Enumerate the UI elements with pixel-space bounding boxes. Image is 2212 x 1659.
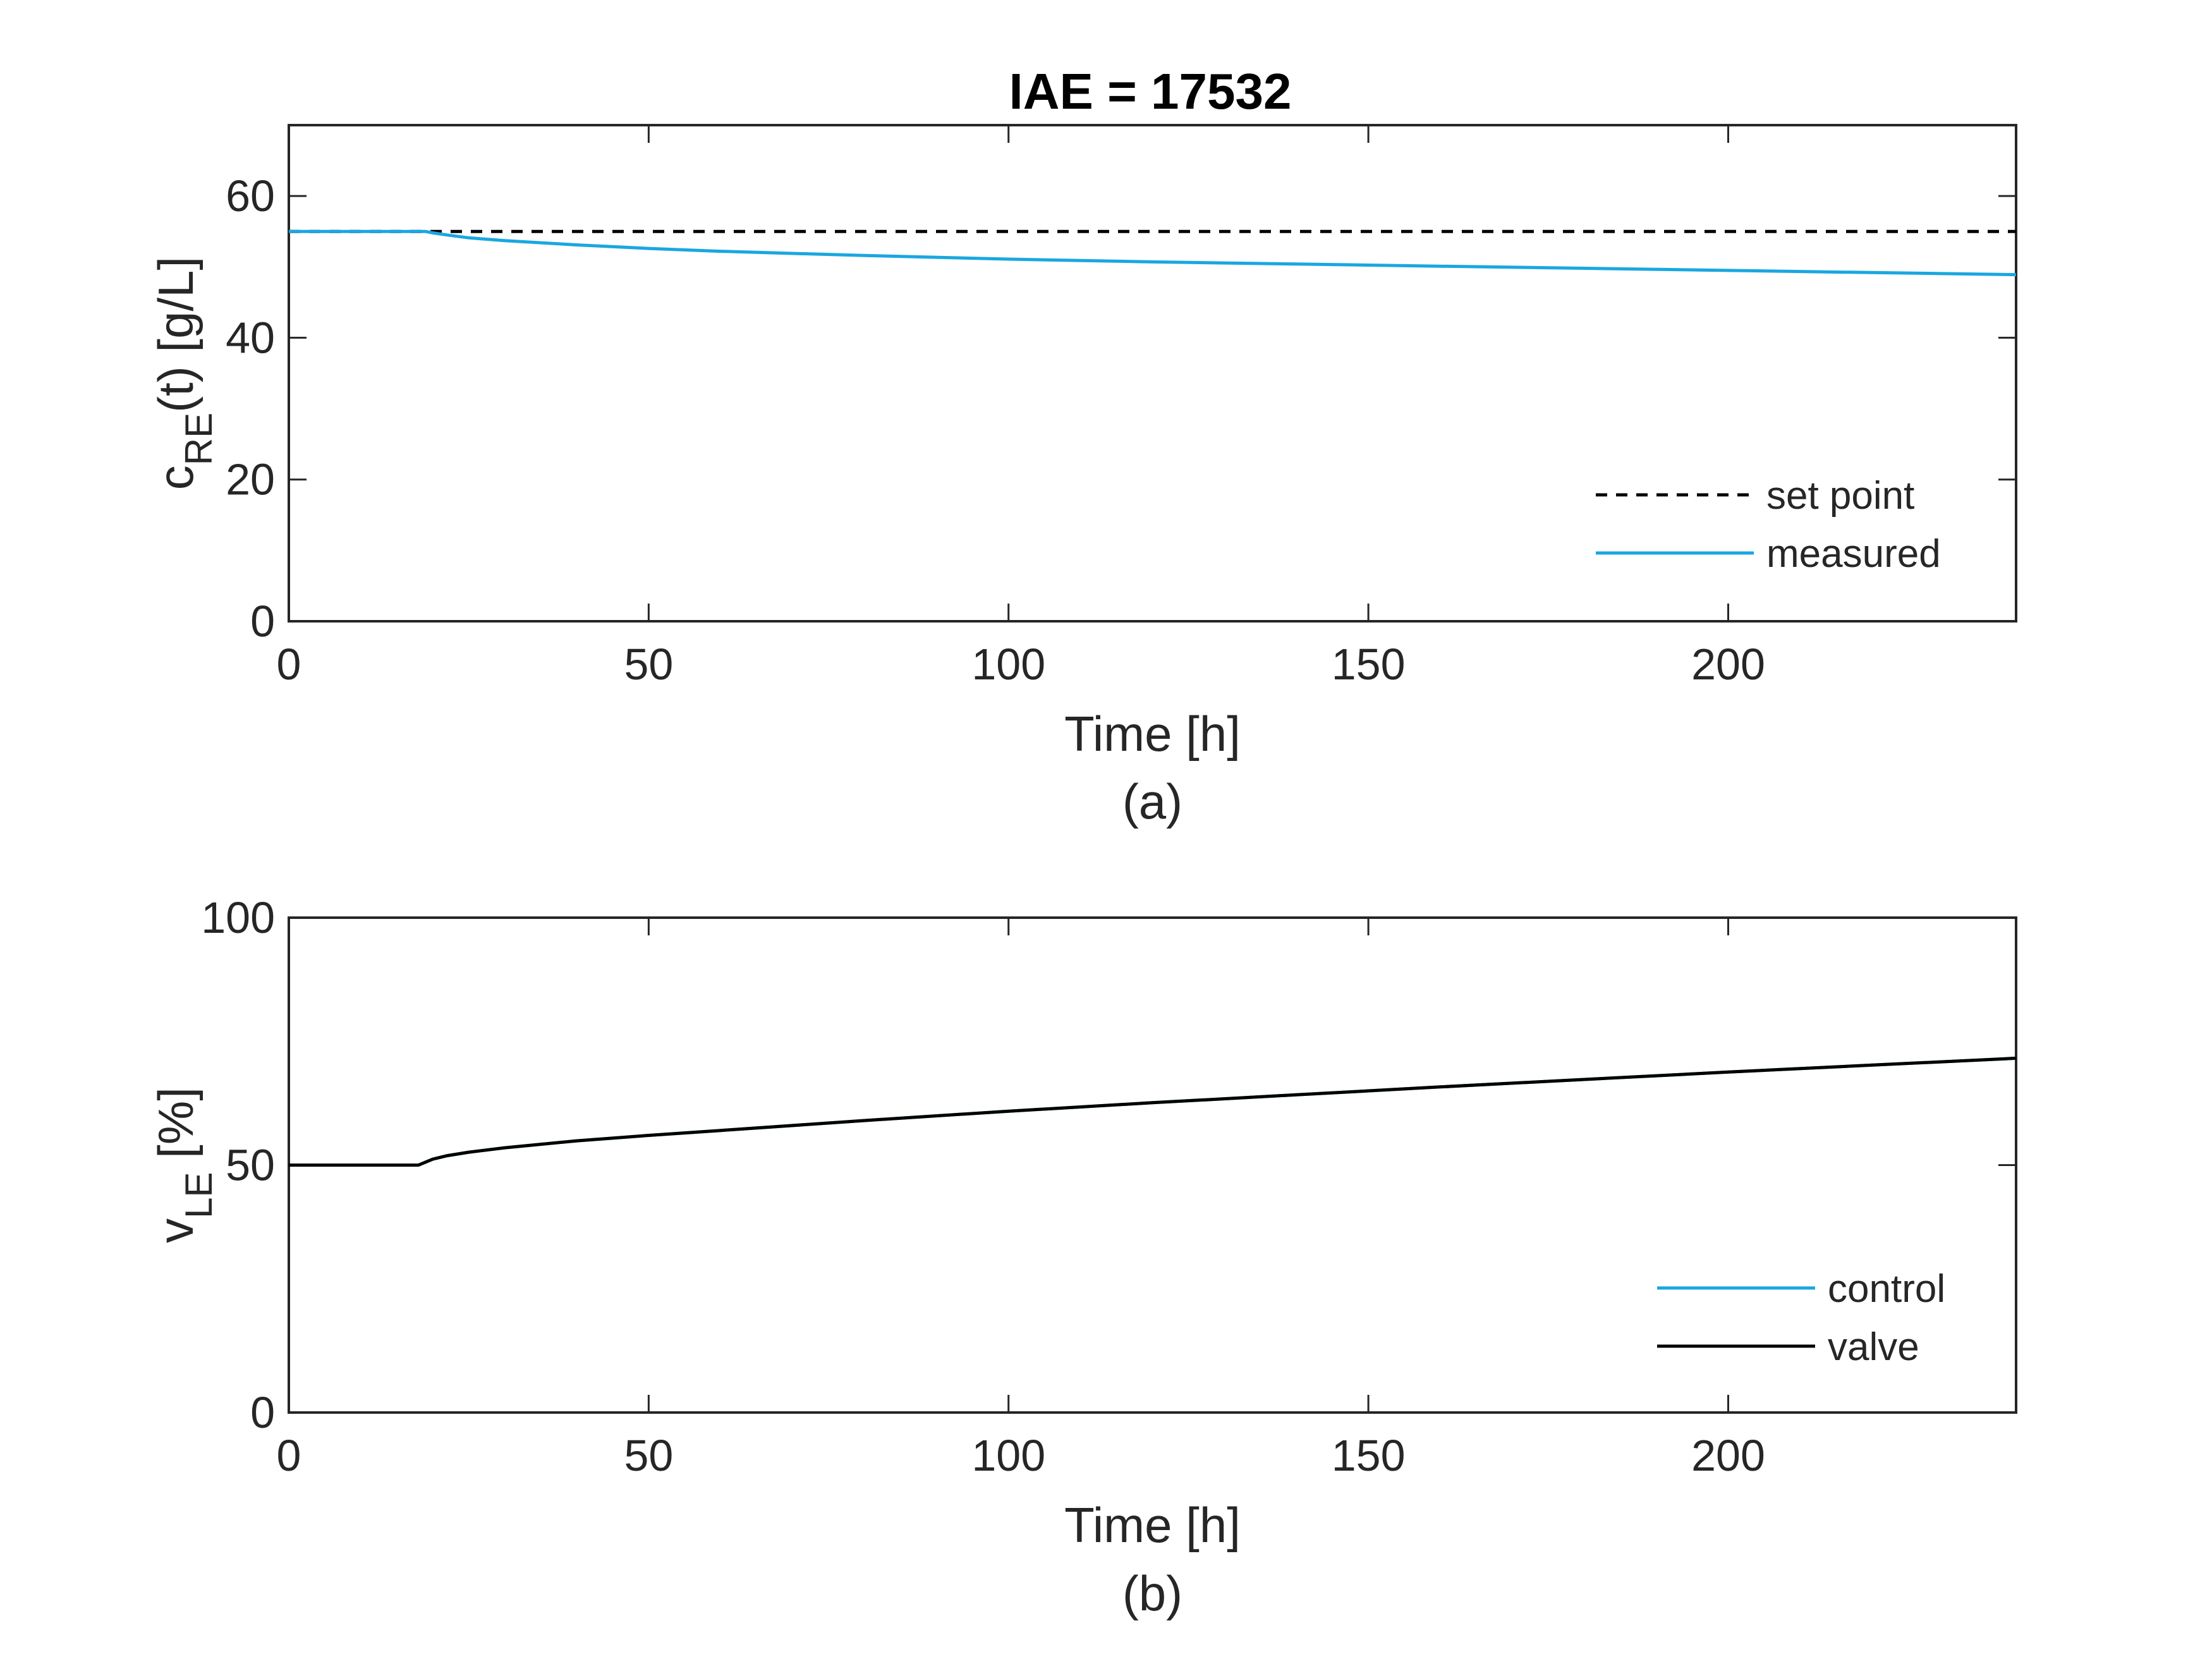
legend-entry: measured [1766, 532, 1941, 576]
chart-title-a: IAE = 17532 [1009, 63, 1292, 119]
x-tick-label: 200 [1691, 1431, 1765, 1480]
y-label-subscript: RE [178, 413, 220, 465]
y-label-base: v [148, 1218, 204, 1243]
y-tick-label: 40 [226, 313, 275, 362]
legend-entry: valve [1828, 1325, 1919, 1369]
x-tick-label: 100 [971, 640, 1045, 689]
panel-label: (b) [1122, 1565, 1182, 1621]
y-label-base: c [148, 465, 204, 490]
y-tick-label: 60 [226, 171, 275, 221]
x-tick-label: 150 [1332, 640, 1406, 689]
panel-b: 0 50 100 150 200 0 50 100 Time [h] (b) vLE [%] cont… [148, 893, 2017, 1621]
x-tick-label: 100 [971, 1431, 1045, 1480]
y-tick-label: 50 [226, 1141, 275, 1190]
y-tick-label: 100 [201, 893, 275, 942]
panel-label: (a) [1122, 774, 1182, 829]
x-tick-label: 0 [277, 1431, 301, 1480]
panel-a: 0 50 100 150 200 0 20 40 60 Time [h] (a) cRE(t) [g/… [148, 124, 2017, 829]
y-tick-label: 0 [250, 1388, 275, 1437]
x-tick-label: 50 [624, 1431, 673, 1480]
legend-entry: control [1828, 1267, 1945, 1311]
x-axis-label: Time [h] [1064, 706, 1241, 762]
series-line-valve [289, 1056, 2017, 1167]
y-label-rest: (t) [g/L] [148, 257, 204, 413]
x-tick-label: 0 [277, 640, 301, 689]
series-line-measured [289, 229, 2017, 277]
y-tick-label: 20 [226, 455, 275, 504]
axes-box [288, 124, 2017, 623]
y-label-subscript: LE [178, 1172, 220, 1218]
y-label-rest: [%] [148, 1087, 204, 1172]
x-tick-label: 150 [1332, 1431, 1406, 1480]
legend-entry: set point [1766, 474, 1914, 518]
y-axis-label: vLE [%] [148, 1087, 220, 1243]
x-tick-label: 200 [1691, 640, 1765, 689]
y-axis-label: cRE(t) [g/L] [148, 257, 220, 490]
x-axis-label: Time [h] [1064, 1497, 1241, 1553]
x-tick-label: 50 [624, 640, 673, 689]
y-tick-label: 0 [250, 597, 275, 646]
